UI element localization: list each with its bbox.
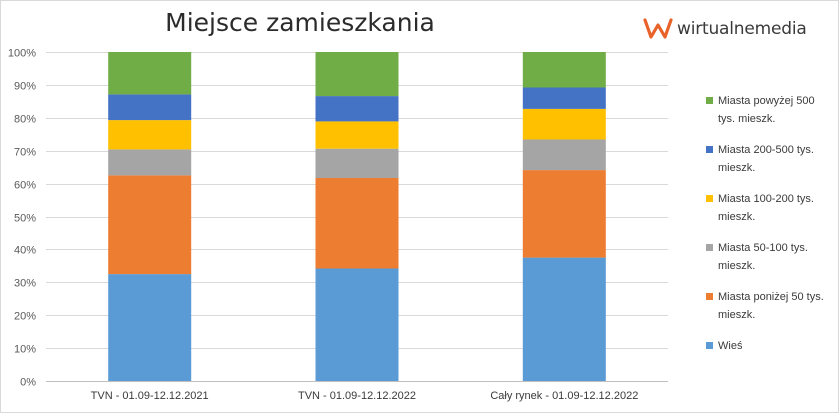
- y-tick-label: 30%: [14, 278, 36, 290]
- legend-label: Miasta 50-100 tys. mieszk.: [718, 242, 808, 272]
- chart-legend: Miasta powyżej 500 tys. mieszk. Miasta 20…: [706, 92, 834, 368]
- bar-segment: [315, 96, 399, 122]
- logo-text: wirtualnemedia: [677, 19, 807, 39]
- bar-segment: [315, 121, 399, 149]
- y-tick-label: 100%: [8, 48, 36, 60]
- legend-swatch: [706, 293, 713, 300]
- bar-segment: [315, 178, 399, 269]
- bar-segment: [108, 149, 192, 176]
- bar-segment: [522, 52, 606, 88]
- legend-swatch: [706, 146, 713, 153]
- legend-swatch: [706, 244, 713, 251]
- y-tick-label: 60%: [14, 180, 36, 192]
- y-tick-label: 80%: [14, 114, 36, 126]
- bar-segment: [522, 108, 606, 140]
- legend-label: Miasta 200-500 tys. mieszk.: [718, 144, 814, 174]
- bar-segment: [315, 268, 399, 381]
- legend-label: Miasta powyżej 500 tys. mieszk.: [718, 95, 815, 125]
- y-tick-label: 40%: [14, 245, 36, 257]
- bar-segment: [522, 87, 606, 109]
- legend-item: Miasta 200-500 tys. mieszk.: [706, 141, 834, 177]
- legend-label: Miasta poniżej 50 tys. mieszk.: [718, 291, 824, 321]
- brand-logo: wirtualnemedia: [643, 14, 807, 44]
- legend-label: Wieś: [718, 340, 743, 352]
- bar-segment: [108, 94, 192, 121]
- wirtualnemedia-logo-icon: [643, 18, 673, 39]
- x-category-label: TVN - 01.09-12.12.2021: [91, 390, 209, 402]
- legend-label: Miasta 100-200 tys. mieszk.: [718, 193, 814, 223]
- bar-segment: [522, 139, 606, 171]
- legend-item: Miasta poniżej 50 tys. mieszk.: [706, 288, 834, 324]
- bar-segment: [315, 148, 399, 178]
- y-tick-label: 0%: [20, 377, 36, 389]
- bar-segment: [522, 170, 606, 258]
- bar-segment: [315, 52, 399, 97]
- bar-segment: [108, 52, 192, 95]
- x-category-label: Cały rynek - 01.09-12.12.2022: [490, 390, 638, 402]
- legend-item: Miasta powyżej 500 tys. mieszk.: [706, 92, 834, 128]
- legend-item: Miasta 50-100 tys. mieszk.: [706, 239, 834, 275]
- bar-segment: [108, 274, 192, 381]
- x-category-label: TVN - 01.09-12.12.2022: [298, 390, 416, 402]
- y-tick-label: 10%: [14, 344, 36, 356]
- y-tick-label: 20%: [14, 311, 36, 323]
- bar-segment: [108, 175, 192, 275]
- y-tick-label: 50%: [14, 213, 36, 225]
- legend-swatch: [706, 342, 713, 349]
- chart-title: Miejsce zamieszkania: [165, 8, 435, 37]
- legend-swatch: [706, 97, 713, 104]
- legend-item: Miasta 100-200 tys. mieszk.: [706, 190, 834, 226]
- y-tick-label: 90%: [14, 81, 36, 93]
- bar-segment: [108, 120, 192, 150]
- y-tick-label: 70%: [14, 147, 36, 159]
- legend-item: Wieś: [706, 337, 834, 355]
- legend-swatch: [706, 195, 713, 202]
- bar-segment: [522, 257, 606, 381]
